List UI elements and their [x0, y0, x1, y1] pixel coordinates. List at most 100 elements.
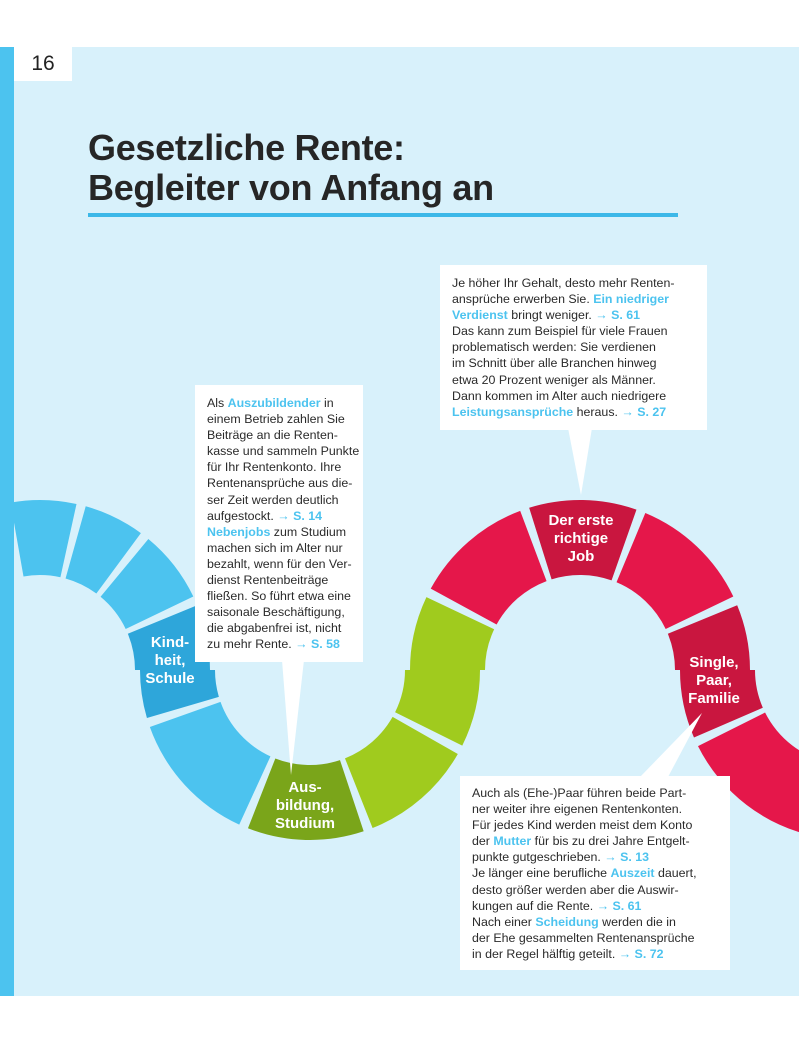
callout-text: kungen auf die Rente. [472, 898, 597, 913]
callout-text: desto größer werden aber die Auswir- [472, 882, 679, 897]
callout-line: Als Auszubildender in [207, 395, 351, 411]
page-reference-link[interactable]: → S. 27 [621, 404, 667, 419]
callout-text: Je länger eine berufliche [472, 866, 611, 881]
callout-line: kasse und sammeln Punkte [207, 443, 359, 459]
callout-text: aufgestockt. [207, 508, 278, 523]
callout-text: Beiträge an die Renten- [207, 428, 338, 443]
callout-text: ansprüche erwerben Sie. [452, 292, 594, 307]
callout-line: Nach einer Scheidung werden die in [472, 914, 718, 930]
callout-text: Dann kommen im Alter auch niedrigere [452, 388, 667, 403]
page-reference-link[interactable]: → S. 61 [596, 898, 642, 913]
title-line-1: Gesetzliche Rente: [88, 127, 405, 168]
callout-line: etwa 20 Prozent weniger als Männer. [452, 372, 695, 388]
label-line: bildung, [275, 797, 335, 814]
path-segment [10, 500, 77, 578]
callout-text: machen sich im Alter nur [207, 540, 343, 555]
callout-education: Als Auszubildender in einem Betrieb zahle… [195, 385, 363, 662]
callout-line: saisonale Beschäftigung, [207, 604, 351, 620]
callout-text: für bis zu drei Jahre Entgelt- [531, 834, 690, 849]
path-segment-education [247, 758, 364, 840]
callout-pointer-education [282, 660, 304, 775]
callout-line: bezahlt, wenn für den Ver- [207, 556, 352, 572]
callout-line: Beiträge an die Renten- [207, 427, 351, 443]
path-segment [149, 701, 271, 825]
callout-line: Leistungsansprüche heraus. → S. 27 [452, 404, 695, 420]
path-segment [344, 716, 458, 829]
stage-label-first-job: Der erste richtige Job [531, 512, 631, 566]
path-segment [430, 510, 547, 625]
page-reference-link[interactable]: → S. 14 [277, 508, 323, 523]
callout-text: zum Studium [270, 524, 347, 539]
path-segment [100, 539, 194, 629]
callout-line: punkte gutgeschrieben. → S. 13 [472, 849, 718, 865]
callout-line: Nebenjobs zum Studium [207, 524, 351, 540]
page-reference-link[interactable]: → S. 72 [618, 946, 664, 961]
label-line: Studium [275, 815, 335, 832]
callout-text: der Ehe gesammelten Rentenansprüche [472, 930, 695, 945]
path-segment [410, 597, 495, 670]
callout-text: fließen. So führt etwa eine [207, 589, 351, 604]
callout-line: ser Zeit werden deutlich [207, 492, 351, 508]
path-segment [65, 506, 141, 594]
callout-line: kungen auf die Rente. → S. 61 [472, 898, 718, 914]
page-reference-link[interactable]: → S. 58 [295, 637, 340, 652]
callout-line: ner weiter ihre eigenen Rentenkonten. [472, 801, 718, 817]
path-segment [697, 712, 799, 833]
callout-text: heraus. [573, 404, 622, 419]
callout-line: desto größer werden aber die Auswir- [472, 882, 718, 898]
callout-line: Auch als (Ehe-)Paar führen beide Part- [472, 785, 718, 801]
callout-text: etwa 20 Prozent weniger als Männer. [452, 372, 656, 387]
callout-text: ner weiter ihre eigenen Rentenkonten. [472, 802, 683, 817]
callout-text: problematisch werden: Sie verdienen [452, 340, 656, 355]
callout-family: Auch als (Ehe-)Paar führen beide Part-ne… [460, 776, 730, 970]
path-segment-first-job [529, 500, 637, 581]
callout-line: der Ehe gesammelten Rentenansprüche [472, 930, 718, 946]
callout-text: die abgabenfrei ist, nicht [207, 621, 342, 636]
callout-text: einem Betrieb zahlen Sie [207, 412, 345, 427]
title-line-2: Begleiter von Anfang an [88, 167, 494, 208]
page-title: Gesetzliche Rente: Begleiter von Anfang … [88, 128, 494, 208]
callout-text: in [320, 396, 334, 410]
highlighted-term: Verdienst [452, 308, 508, 323]
callout-text: Rentenansprüche aus die- [207, 476, 353, 491]
highlighted-term: Auszubildender [227, 396, 321, 410]
callout-text: dauert, [654, 866, 697, 881]
path-segment-childhood [140, 670, 219, 718]
page-number: 16 [14, 47, 72, 81]
stage-label-childhood: Kind- heit, Schule [130, 634, 210, 688]
path-segment-childhood [127, 605, 210, 670]
callout-line: die abgabenfrei ist, nicht [207, 620, 351, 636]
label-line: Schule [145, 670, 195, 687]
callout-line: im Schnitt über alle Branchen hinweg [452, 355, 695, 371]
callout-text: zu mehr Rente. [207, 637, 296, 652]
label-line: richtige [553, 530, 609, 547]
title-underline [88, 213, 678, 217]
callout-text: punkte gutgeschrieben. [472, 850, 605, 865]
callout-line: zu mehr Rente. → S. 58 [207, 636, 351, 652]
label-line: Single, [689, 654, 739, 671]
callout-line: Je höher Ihr Gehalt, desto mehr Renten- [452, 275, 695, 291]
callout-text: kasse und sammeln Punkte [207, 444, 360, 459]
label-line: Paar, [696, 672, 732, 689]
callout-pointer-job [568, 428, 592, 495]
label-line: Familie [688, 690, 740, 707]
label-line: heit, [154, 652, 186, 669]
label-line: Job [567, 548, 595, 565]
path-segment [395, 670, 480, 746]
highlighted-term: Leistungsansprüche [452, 404, 574, 419]
page-reference-link[interactable]: → S. 61 [595, 308, 641, 323]
highlighted-term: Ein niedriger [593, 292, 669, 307]
callout-text: ser Zeit werden deutlich [207, 492, 339, 507]
callout-first-job: Je höher Ihr Gehalt, desto mehr Renten-a… [440, 265, 707, 430]
callout-line: einem Betrieb zahlen Sie [207, 411, 351, 427]
label-line: Aus- [288, 779, 322, 796]
highlighted-term: Nebenjobs [207, 524, 271, 539]
callout-line: der Mutter für bis zu drei Jahre Entgelt… [472, 833, 718, 849]
stage-label-family: Single, Paar, Familie [674, 654, 754, 708]
callout-text: Für jedes Kind werden meist dem Konto [472, 818, 693, 833]
page-reference-link[interactable]: → S. 13 [604, 850, 650, 865]
highlighted-term: Mutter [493, 834, 532, 849]
highlighted-term: Auszeit [610, 866, 655, 881]
callout-text: Das kann zum Beispiel für viele Frauen [452, 324, 668, 339]
